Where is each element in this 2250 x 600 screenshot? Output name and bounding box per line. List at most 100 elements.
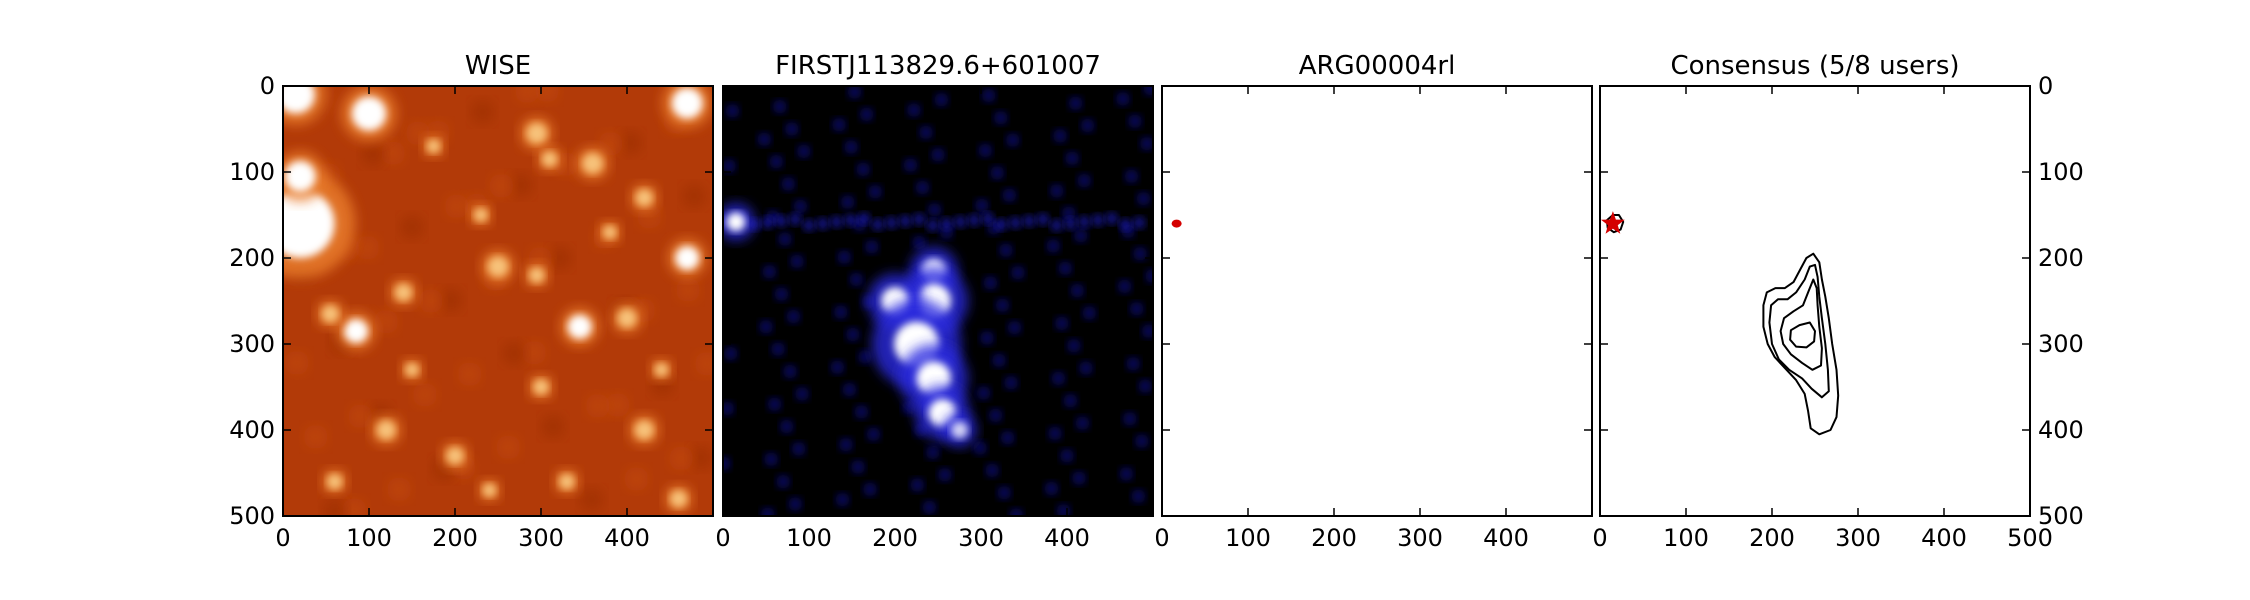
panel-title-wise: WISE [465, 51, 531, 81]
wise-noise [547, 245, 572, 271]
wise-source-23 [664, 485, 693, 513]
wise-noise [579, 487, 604, 512]
wise-noise [381, 141, 406, 166]
first-noise [1051, 371, 1066, 386]
first-stripe [1078, 215, 1091, 228]
contour-3 [1779, 278, 1823, 371]
wise-noise [470, 99, 495, 124]
first-stripe [1119, 218, 1132, 231]
first-stripe [775, 215, 788, 228]
panel-consensus: Consensus (5/8 users) 0 100 200 300 400 500 0 1… [1592, 51, 2083, 552]
first-noise [1077, 173, 1092, 188]
wise-noise [387, 477, 412, 502]
first-noise [1070, 283, 1085, 298]
first-noise [915, 180, 930, 195]
first-noise [772, 99, 787, 114]
first-noise [786, 309, 801, 324]
first-stripe [802, 219, 816, 232]
panel-first: FIRSTJ113829.6+601007 0 100 200 300 400 [715, 51, 1154, 552]
first-noise [1000, 430, 1015, 445]
first-noise [1048, 426, 1062, 441]
x-tick-label: 200 [432, 524, 478, 552]
first-stripe [761, 216, 774, 229]
first-noise [781, 177, 796, 191]
y-tick-label: 300 [2038, 330, 2084, 358]
y-tick-label: 200 [229, 244, 275, 272]
first-noise [1079, 361, 1093, 375]
first-noise [927, 202, 942, 217]
first-noise [1075, 416, 1090, 430]
first-stripe [1105, 212, 1118, 225]
wise-source-11 [630, 184, 658, 212]
arg-ticks: 0 100 200 300 400 [1154, 85, 1592, 552]
click-point-0 [1171, 219, 1182, 228]
wise-source-15 [389, 278, 418, 307]
first-noise [1060, 448, 1074, 463]
first-noise [1082, 306, 1097, 320]
first-noise [868, 184, 883, 199]
first-noise [1054, 316, 1069, 331]
x-tick-label: 500 [2007, 524, 2053, 552]
first-noise [795, 387, 809, 401]
x-tick-label: 200 [872, 524, 918, 552]
first-noise [725, 104, 740, 118]
first-noise [973, 441, 988, 455]
y-tick-label: 0 [260, 72, 275, 100]
first-source-7 [942, 412, 977, 448]
first-noise [1061, 206, 1076, 221]
first-stripe [789, 213, 802, 226]
wise-noise [682, 184, 707, 209]
contour-4 [1789, 321, 1816, 349]
first-noise [938, 467, 952, 482]
first-noise [1009, 508, 1024, 516]
wise-noise [688, 445, 713, 470]
first-noise [995, 298, 1010, 313]
first-stripe [995, 218, 1008, 231]
wise-noise [676, 277, 701, 302]
arg-plot-area [1162, 86, 1592, 516]
wise-axes-frame [282, 85, 714, 517]
y-tick-label: 500 [229, 502, 275, 530]
first-stripe [1036, 213, 1049, 226]
first-noise [974, 198, 989, 213]
wise-noise [624, 466, 649, 492]
first-noise [1126, 356, 1141, 371]
first-noise [1122, 411, 1137, 426]
wise-noise [355, 235, 380, 260]
first-noise [1119, 466, 1134, 481]
first-noise [1068, 96, 1083, 111]
first-noise [856, 162, 871, 177]
arg-axes-frame [1161, 85, 1593, 517]
x-tick-label: 100 [1663, 524, 1709, 552]
wise-source-1 [341, 86, 397, 142]
y-tick-label: 100 [229, 158, 275, 186]
wise-noise [405, 121, 431, 146]
first-stripe [981, 212, 994, 225]
first-noise [845, 327, 860, 342]
wise-source-5 [667, 238, 707, 278]
wise-noise [438, 288, 463, 313]
first-ticks: 0 100 200 300 400 [715, 85, 1153, 552]
first-noise [999, 243, 1013, 258]
first-noise [912, 235, 926, 250]
wise-noise [457, 362, 482, 387]
first-noise [1131, 489, 1146, 504]
y-tick-label: 500 [2038, 502, 2084, 530]
wise-source-9 [537, 146, 562, 172]
first-noise [1117, 279, 1132, 294]
first-noise [1129, 301, 1144, 316]
first-noise [832, 117, 846, 132]
y-tick-label: 100 [2038, 158, 2084, 186]
plot-background [1162, 86, 1592, 516]
first-noise [723, 401, 735, 416]
panel-arg: ARG00004rl 0 100 200 300 400 [1154, 51, 1593, 552]
wise-ticks: 0 100 200 300 400 0 100 200 300 400 500 [229, 72, 713, 552]
wise-noise [496, 435, 521, 460]
first-noise [997, 485, 1012, 500]
first-noise [844, 140, 859, 154]
first-noise [1067, 338, 1081, 353]
first-stripe [899, 215, 912, 228]
first-noise [1002, 188, 1017, 203]
first-stripe [871, 218, 884, 231]
first-stripe [1133, 216, 1146, 229]
